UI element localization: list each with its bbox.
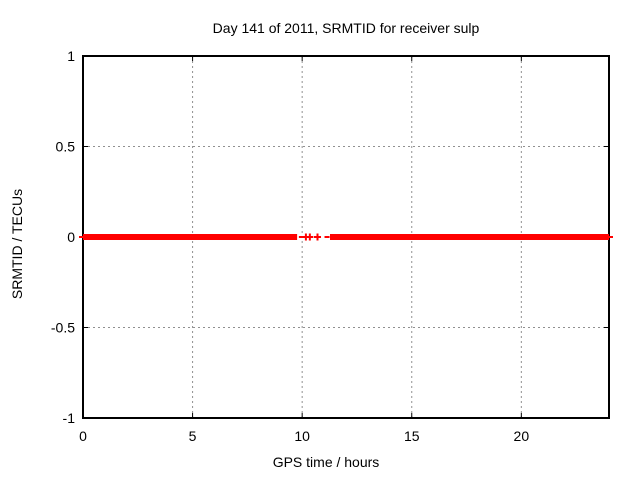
y-tick-label: 0.5	[56, 139, 76, 155]
data-dense-segment	[83, 234, 298, 240]
data-dense-segment	[330, 234, 609, 240]
chart-title: Day 141 of 2011, SRMTID for receiver sul…	[212, 20, 480, 36]
x-tick-label: 10	[294, 428, 310, 444]
data-point-plus	[306, 233, 314, 241]
x-tick-label: 5	[189, 428, 197, 444]
y-tick-label: -0.5	[51, 320, 75, 336]
data-marker-arm	[609, 236, 613, 238]
y-tick-label: -1	[63, 410, 76, 426]
x-tick-label: 20	[514, 428, 530, 444]
x-axis-label: GPS time / hours	[272, 454, 380, 470]
data-marker-arm	[79, 236, 83, 238]
x-tick-label: 15	[404, 428, 420, 444]
data-point-plus	[314, 233, 322, 241]
y-tick-label: 1	[67, 48, 75, 64]
x-tick-label: 0	[79, 428, 87, 444]
y-tick-label: 0	[67, 229, 75, 245]
data-short-dash	[324, 236, 330, 238]
data-short-dash	[298, 236, 304, 238]
